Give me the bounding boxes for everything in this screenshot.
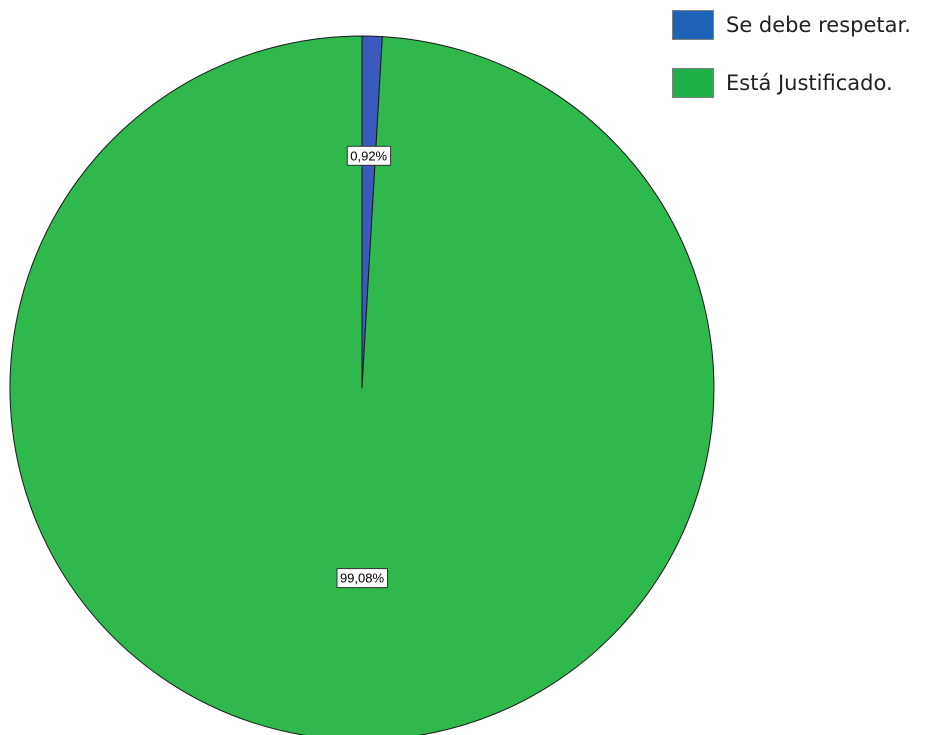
value-label-box-esta-justificado bbox=[336, 568, 388, 589]
legend-swatch-esta-justificado bbox=[672, 68, 714, 98]
value-label-text-esta-justificado: 99,08% bbox=[340, 571, 385, 586]
chart-legend: Se debe respetar. Está Justificado. bbox=[672, 8, 911, 124]
pie-slice-esta-justificado bbox=[9, 35, 715, 735]
legend-label-se-debe-respetar: Se debe respetar. bbox=[726, 13, 911, 37]
legend-item-esta-justificado: Está Justificado. bbox=[672, 66, 911, 100]
pie-value-labels: 0,92% 99,08% bbox=[336, 145, 392, 589]
value-label-box-se-debe-respetar bbox=[346, 145, 392, 166]
value-label-text-se-debe-respetar: 0,92% bbox=[350, 148, 387, 163]
legend-label-esta-justificado: Está Justificado. bbox=[726, 71, 893, 95]
pie-slices bbox=[9, 35, 715, 735]
value-label-esta-justificado: 99,08% bbox=[336, 568, 388, 589]
legend-item-se-debe-respetar: Se debe respetar. bbox=[672, 8, 911, 42]
legend-swatch-se-debe-respetar bbox=[672, 10, 714, 40]
value-label-se-debe-respetar: 0,92% bbox=[346, 145, 392, 166]
